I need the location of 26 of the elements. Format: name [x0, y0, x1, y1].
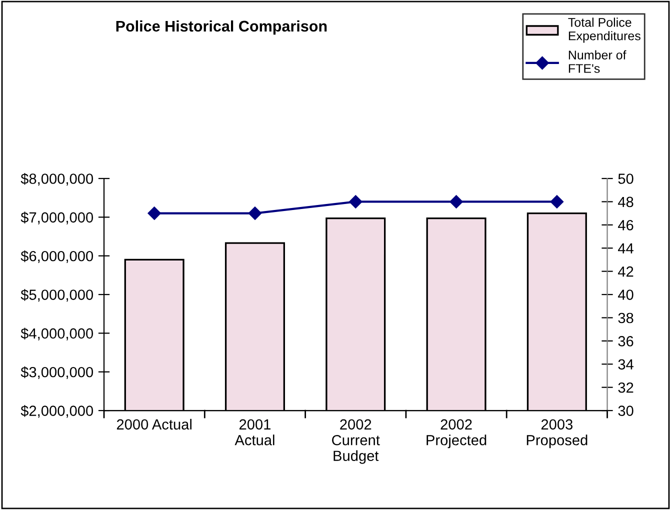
y2-tick-label: 48 [618, 196, 634, 208]
x-tick-label: 2000 Actual [116, 418, 192, 430]
y-tick-label: $4,000,000 [20, 328, 94, 340]
legend-label: Total Police Expenditures [568, 18, 640, 43]
chart-title: Police Historical Comparison [116, 20, 327, 35]
x-tick-label: 2003 Proposed [526, 419, 588, 448]
y-tick-label: $3,000,000 [20, 366, 94, 380]
legend-label: Number of FTE's [568, 50, 626, 73]
x-tick-label: 2001 Actual [234, 419, 274, 446]
y2-tick-label: 36 [618, 336, 634, 346]
x-tick-label: 2002 Projected [426, 419, 486, 448]
y-tick-label: $6,000,000 [20, 250, 94, 263]
x-tick-label: 2002 Current Budget [332, 419, 380, 464]
y-tick-label: $5,000,000 [20, 289, 94, 302]
y2-tick-label: 38 [618, 312, 634, 324]
y2-tick-label: 46 [618, 220, 634, 230]
y-tick-label: $8,000,000 [20, 172, 94, 186]
y2-tick-label: 44 [618, 243, 634, 254]
y2-tick-label: 30 [618, 406, 634, 416]
y2-tick-label: 32 [618, 382, 634, 393]
y-tick-label: $2,000,000 [20, 405, 94, 418]
y2-tick-label: 50 [618, 174, 634, 184]
y2-tick-label: 42 [618, 266, 634, 277]
y2-tick-label: 40 [618, 290, 634, 300]
y2-tick-label: 34 [618, 359, 634, 370]
y-tick-label: $7,000,000 [20, 212, 94, 224]
